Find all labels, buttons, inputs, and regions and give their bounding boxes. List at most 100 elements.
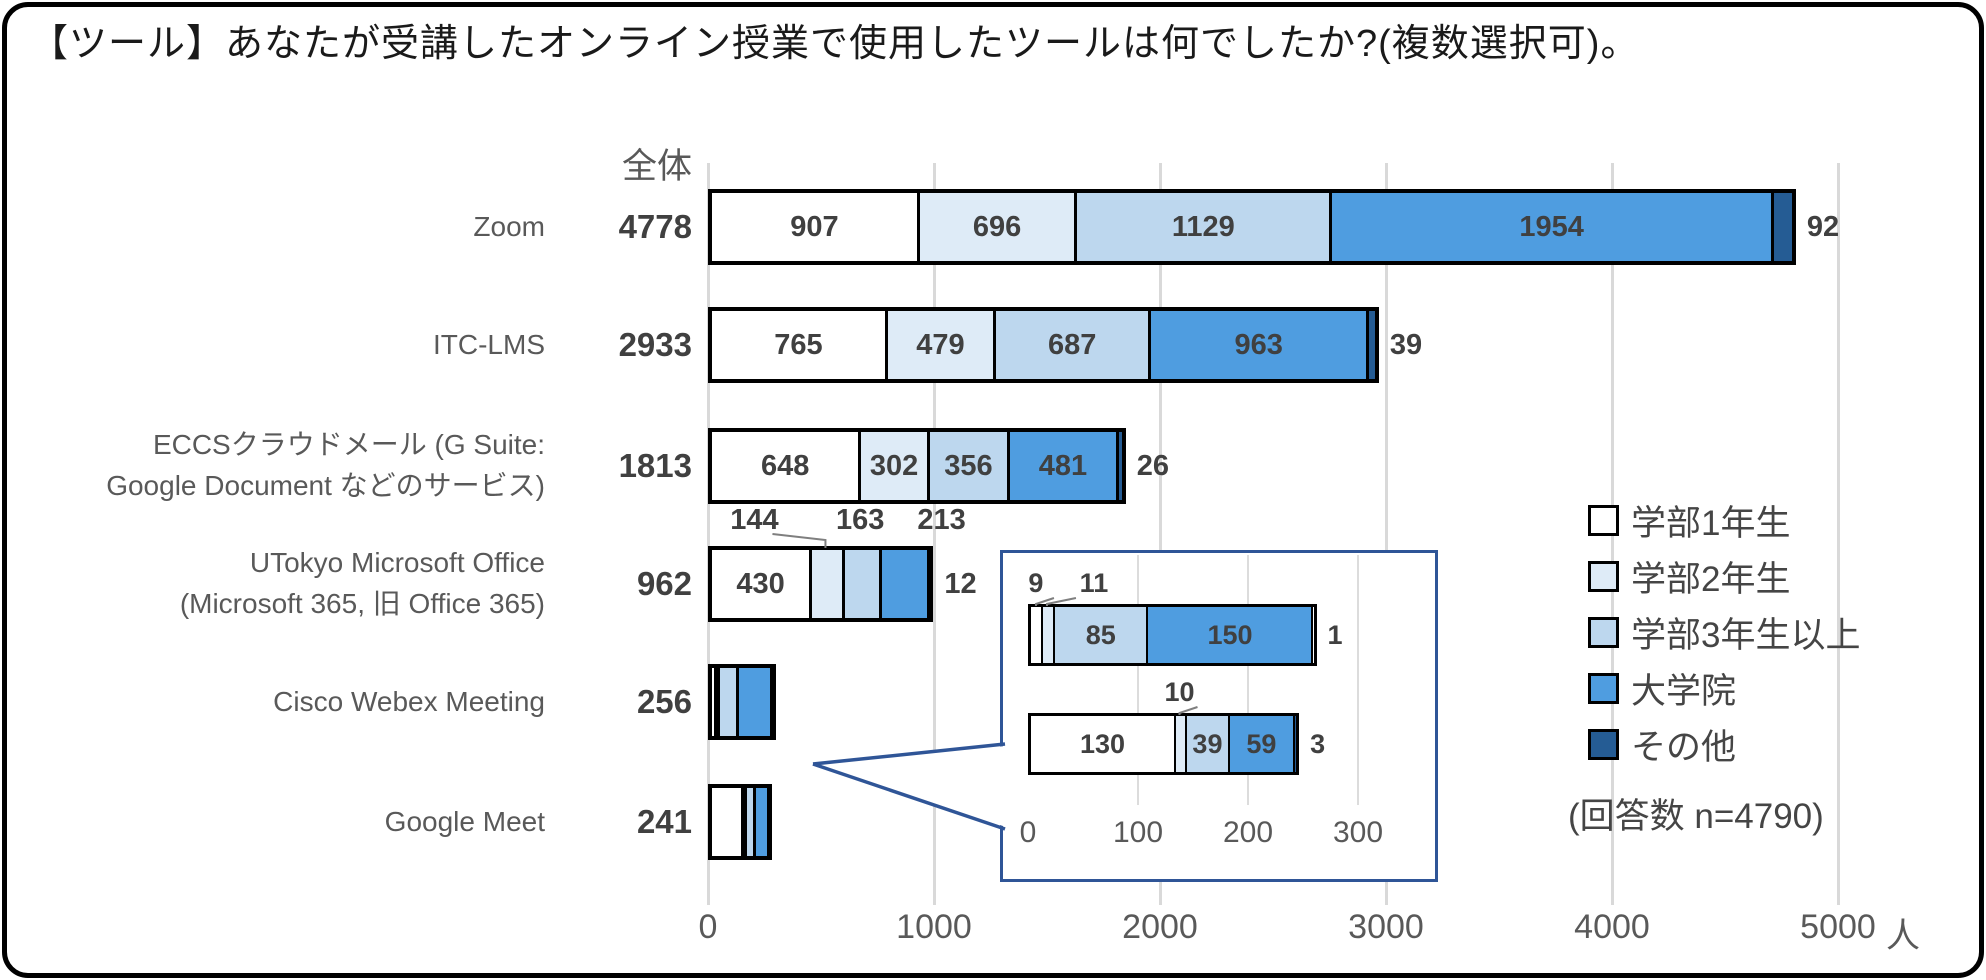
- segment-学部1年生: 648: [712, 432, 859, 500]
- value-label-utokyo-microsoft-office-3: 213: [917, 504, 966, 536]
- gridline-2000: [1158, 163, 1162, 905]
- segment-学部1年生: 907: [712, 193, 917, 261]
- bar-zoom: 907 696 1129 1954: [708, 189, 1796, 265]
- segment-学部3年生以上: 1129: [1074, 193, 1330, 261]
- segment-学部2年生: [714, 668, 718, 736]
- segment-大学院: [878, 550, 927, 618]
- row-label-line: Google Document などのサービス): [106, 470, 545, 501]
- value-label-itc-lms-4: 39: [1389, 328, 1423, 361]
- x-tick-3000: 3000: [1348, 908, 1424, 946]
- segment-学部1年生: [712, 788, 742, 856]
- row-total-zoom: 4778: [618, 208, 692, 245]
- bar-eccs-cloud-mail: 648 302 356 481: [708, 428, 1126, 504]
- gridline-1000: [932, 163, 936, 905]
- chart-title: 【ツール】あなたが受講したオンライン授業で使用したツールは何でしたか?(複数選択…: [30, 23, 1640, 65]
- segment-学部1年生: 130: [1031, 716, 1174, 772]
- x-tick-2000: 2000: [1122, 908, 1198, 946]
- chart-legend: 学部1年生 学部2年生 学部3年生以上 大学院 その他: [1588, 492, 1860, 772]
- inset-x-tick-200: 200: [1222, 816, 1274, 849]
- bar-itc-lms: 765 479 687 963: [708, 307, 1379, 383]
- inset-gridline-300: [1357, 555, 1359, 805]
- row-label-line: Zoom: [473, 210, 545, 242]
- row-label-zoom: Zoom: [15, 175, 545, 279]
- inset-gridline-100: [1137, 555, 1139, 805]
- segment-学部3年生以上: 687: [993, 311, 1149, 379]
- segment-その他: [1366, 311, 1375, 379]
- segment-学部1年生: 430: [712, 550, 810, 618]
- legend-item-学部3年生以上: 学部3年生以上: [1588, 604, 1860, 660]
- value-label-cisco-webex-meeting-detail-4: 1: [1327, 619, 1343, 650]
- legend-note: (回答数 n=4790): [1568, 797, 1824, 836]
- segment-学部2年生: [809, 550, 842, 618]
- row-label-cisco-webex-meeting: Cisco Webex Meeting: [15, 650, 545, 754]
- inset-gridline-200: [1247, 555, 1249, 805]
- value-label-google-meet-detail-4: 3: [1310, 728, 1326, 759]
- value-label-utokyo-microsoft-office-4: 12: [944, 567, 977, 600]
- row-label-line: ECCSクラウドメール (G Suite:: [152, 429, 545, 461]
- segment-学部2年生: 479: [884, 311, 994, 379]
- value-label-utokyo-microsoft-office-2: 163: [835, 504, 885, 536]
- segment-その他: [770, 668, 774, 736]
- x-tick-1000: 1000: [896, 908, 972, 946]
- bar-cisco-webex-meeting: [708, 664, 776, 740]
- segment-学部3年生以上: [717, 668, 737, 736]
- legend-swatch: [1588, 616, 1619, 648]
- segment-大学院: 150: [1146, 607, 1312, 663]
- row-label-line: ITC-LMS: [433, 328, 545, 360]
- value-label-cisco-webex-meeting-detail-1: 11: [1079, 568, 1109, 598]
- gridline-0: [706, 163, 710, 905]
- legend-label: 学部3年生以上: [1631, 615, 1861, 655]
- row-label-utokyo-microsoft-office: UTokyo Microsoft Office (Microsoft 365, 旧…: [15, 532, 545, 636]
- row-label-line: Google Meet: [384, 805, 545, 837]
- legend-swatch: [1588, 504, 1619, 536]
- value-label-zoom-4: 92: [1806, 210, 1840, 243]
- legend-label: 学部1年生: [1631, 503, 1791, 543]
- legend-label: 学部2年生: [1631, 559, 1791, 599]
- gridline-3000: [1384, 163, 1388, 905]
- segment-大学院: [753, 788, 767, 856]
- segment-その他: [766, 788, 770, 856]
- value-label-utokyo-microsoft-office-1: 144: [730, 504, 779, 536]
- legend-swatch: [1588, 560, 1619, 592]
- segment-その他: [1292, 716, 1297, 772]
- legend-swatch: [1588, 672, 1619, 704]
- segment-その他: [1115, 432, 1122, 500]
- row-total-utokyo-microsoft-office: 962: [636, 565, 692, 602]
- bar-google-meet: [708, 784, 772, 860]
- segment-学部3年生以上: [841, 550, 879, 618]
- segment-大学院: 59: [1227, 716, 1293, 772]
- legend-item-大学院: 大学院: [1588, 660, 1860, 716]
- total-column-header: 全体: [621, 147, 692, 186]
- segment-学部2年生: [1040, 607, 1053, 663]
- segment-その他: [1311, 607, 1314, 663]
- segment-学部2年生: 302: [858, 432, 927, 500]
- row-label-line: (Microsoft 365, 旧 Office 365): [179, 588, 545, 619]
- value-label-cisco-webex-meeting-detail-0: 9: [1028, 568, 1044, 598]
- segment-学部3年生以上: [744, 788, 754, 856]
- segment-学部3年生以上: 85: [1052, 607, 1147, 663]
- row-label-google-meet: Google Meet: [15, 770, 545, 874]
- bar-cisco-webex-meeting-detail: 85 150: [1028, 604, 1317, 666]
- row-total-itc-lms: 2933: [618, 326, 692, 363]
- inset-x-tick-0: 0: [1019, 816, 1037, 849]
- segment-大学院: 1954: [1329, 193, 1771, 261]
- row-label-itc-lms: ITC-LMS: [15, 293, 545, 397]
- inset-x-tick-100: 100: [1112, 816, 1164, 849]
- segment-学部2年生: 696: [916, 193, 1075, 261]
- x-tick-0: 0: [698, 908, 718, 946]
- legend-item-学部2年生: 学部2年生: [1588, 548, 1860, 604]
- row-label-line: Cisco Webex Meeting: [273, 685, 545, 717]
- row-label-eccs-cloud-mail: ECCSクラウドメール (G Suite: Google Document などの…: [15, 414, 545, 518]
- segment-学部2年生: [1174, 716, 1185, 772]
- axis-unit-label: 人: [1886, 917, 1920, 955]
- inset-x-tick-300: 300: [1332, 816, 1384, 849]
- row-total-eccs-cloud-mail: 1813: [618, 447, 692, 484]
- segment-その他: [1770, 193, 1792, 261]
- legend-label: 大学院: [1631, 671, 1737, 711]
- segment-その他: [926, 550, 930, 618]
- bar-utokyo-microsoft-office: 430: [708, 546, 934, 622]
- x-tick-4000: 4000: [1574, 908, 1650, 946]
- segment-大学院: 481: [1007, 432, 1116, 500]
- x-tick-5000: 5000: [1800, 908, 1876, 946]
